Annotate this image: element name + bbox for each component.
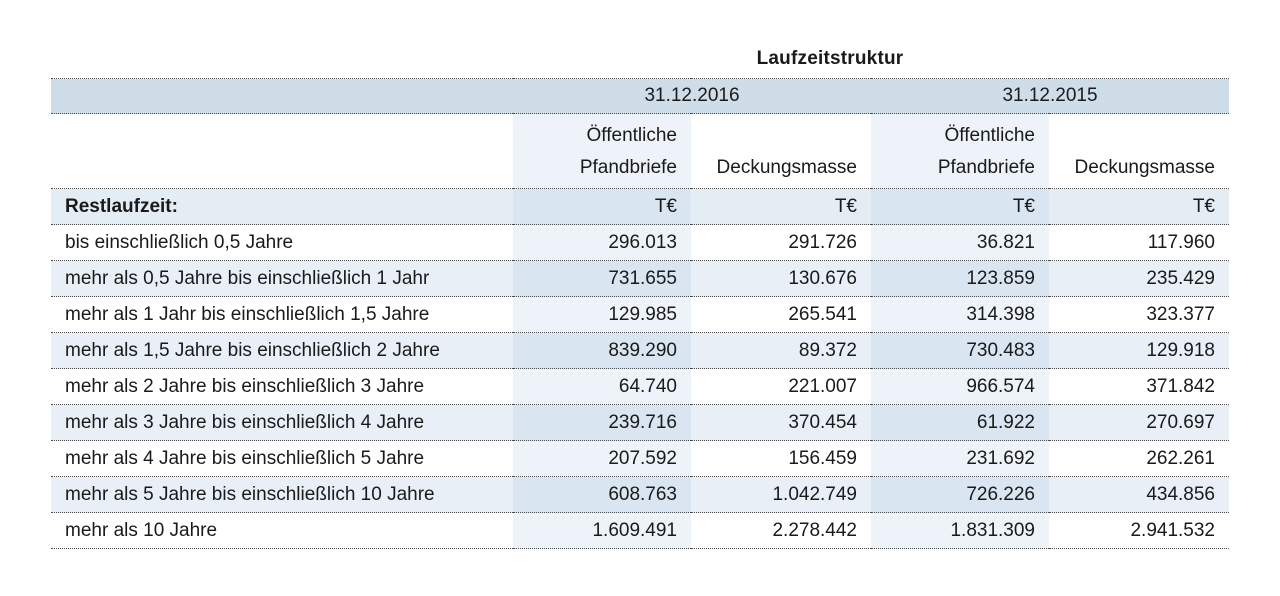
maturity-table: 31.12.2016 31.12.2015 Öffentliche Pfandb… — [51, 78, 1229, 549]
value-cell: 434.856 — [1049, 476, 1229, 513]
row-label: mehr als 3 Jahre bis einschließlich 4 Ja… — [51, 404, 513, 441]
row-label: mehr als 5 Jahre bis einschließlich 10 J… — [51, 476, 513, 513]
value-cell: 291.726 — [691, 224, 871, 261]
year-header-spacer — [51, 78, 513, 114]
year-header-2015: 31.12.2015 — [871, 78, 1229, 114]
unit-row: Restlaufzeit: T€ T€ T€ T€ — [51, 188, 1229, 225]
column-header-deckung-2015: Deckungsmasse — [1049, 113, 1229, 189]
value-cell: 370.454 — [691, 404, 871, 441]
value-cell: 117.960 — [1049, 224, 1229, 261]
value-cell: 265.541 — [691, 296, 871, 333]
value-cell: 129.918 — [1049, 332, 1229, 369]
table-row: mehr als 10 Jahre 1.609.491 2.278.442 1.… — [51, 512, 1229, 549]
value-cell: 2.278.442 — [691, 512, 871, 549]
table-row: mehr als 5 Jahre bis einschließlich 10 J… — [51, 476, 1229, 513]
value-cell: 1.831.309 — [871, 512, 1049, 549]
unit-cell: T€ — [513, 188, 691, 225]
value-cell: 966.574 — [871, 368, 1049, 405]
value-cell: 207.592 — [513, 440, 691, 477]
value-cell: 64.740 — [513, 368, 691, 405]
table-row: mehr als 0,5 Jahre bis einschließlich 1 … — [51, 260, 1229, 297]
header-line-2: Pfandbriefe — [937, 157, 1035, 178]
row-label: mehr als 1 Jahr bis einschließlich 1,5 J… — [51, 296, 513, 333]
value-cell: 323.377 — [1049, 296, 1229, 333]
table-row: mehr als 4 Jahre bis einschließlich 5 Ja… — [51, 440, 1229, 477]
value-cell: 314.398 — [871, 296, 1049, 333]
value-cell: 270.697 — [1049, 404, 1229, 441]
value-cell: 239.716 — [513, 404, 691, 441]
header-line-2: Pfandbriefe — [579, 157, 677, 178]
value-cell: 129.985 — [513, 296, 691, 333]
value-cell: 156.459 — [691, 440, 871, 477]
row-label: bis einschließlich 0,5 Jahre — [51, 224, 513, 261]
table-row: mehr als 1 Jahr bis einschließlich 1,5 J… — [51, 296, 1229, 333]
value-cell: 61.922 — [871, 404, 1049, 441]
row-label: mehr als 1,5 Jahre bis einschließlich 2 … — [51, 332, 513, 369]
value-cell: 371.842 — [1049, 368, 1229, 405]
column-header-spacer — [51, 113, 513, 189]
header-line-1: Öffentliche — [586, 125, 677, 146]
value-cell: 2.941.532 — [1049, 512, 1229, 549]
maturity-structure-table-container: Laufzeitstruktur 31.12.2016 31.12.2015 Ö… — [51, 40, 1229, 549]
column-header-row: Öffentliche Pfandbriefe Deckungsmasse Öf… — [51, 113, 1229, 189]
value-cell: 726.226 — [871, 476, 1049, 513]
row-label: mehr als 10 Jahre — [51, 512, 513, 549]
table-row: mehr als 3 Jahre bis einschließlich 4 Ja… — [51, 404, 1229, 441]
table-title: Laufzeitstruktur — [756, 48, 904, 69]
value-cell: 231.692 — [871, 440, 1049, 477]
value-cell: 123.859 — [871, 260, 1049, 297]
column-header-deckung-2016: Deckungsmasse — [691, 113, 871, 189]
table-row: mehr als 2 Jahre bis einschließlich 3 Ja… — [51, 368, 1229, 405]
value-cell: 296.013 — [513, 224, 691, 261]
value-cell: 89.372 — [691, 332, 871, 369]
header-line-1: Öffentliche — [944, 125, 1035, 146]
table-row: mehr als 1,5 Jahre bis einschließlich 2 … — [51, 332, 1229, 369]
value-cell: 1.042.749 — [691, 476, 871, 513]
unit-cell: T€ — [871, 188, 1049, 225]
column-header-oeffentliche-2016: Öffentliche Pfandbriefe — [513, 113, 691, 189]
row-label: mehr als 2 Jahre bis einschließlich 3 Ja… — [51, 368, 513, 405]
value-cell: 730.483 — [871, 332, 1049, 369]
year-header-2016: 31.12.2016 — [513, 78, 871, 114]
value-cell: 36.821 — [871, 224, 1049, 261]
value-cell: 731.655 — [513, 260, 691, 297]
value-cell: 262.261 — [1049, 440, 1229, 477]
value-cell: 839.290 — [513, 332, 691, 369]
value-cell: 608.763 — [513, 476, 691, 513]
unit-cell: T€ — [691, 188, 871, 225]
unit-cell: T€ — [1049, 188, 1229, 225]
year-header-row: 31.12.2016 31.12.2015 — [51, 78, 1229, 114]
row-header-label: Restlaufzeit: — [51, 188, 513, 225]
value-cell: 235.429 — [1049, 260, 1229, 297]
value-cell: 130.676 — [691, 260, 871, 297]
value-cell: 221.007 — [691, 368, 871, 405]
row-label: mehr als 0,5 Jahre bis einschließlich 1 … — [51, 260, 513, 297]
column-header-oeffentliche-2015: Öffentliche Pfandbriefe — [871, 113, 1049, 189]
value-cell: 1.609.491 — [513, 512, 691, 549]
table-row: bis einschließlich 0,5 Jahre 296.013 291… — [51, 224, 1229, 261]
row-label: mehr als 4 Jahre bis einschließlich 5 Ja… — [51, 440, 513, 477]
